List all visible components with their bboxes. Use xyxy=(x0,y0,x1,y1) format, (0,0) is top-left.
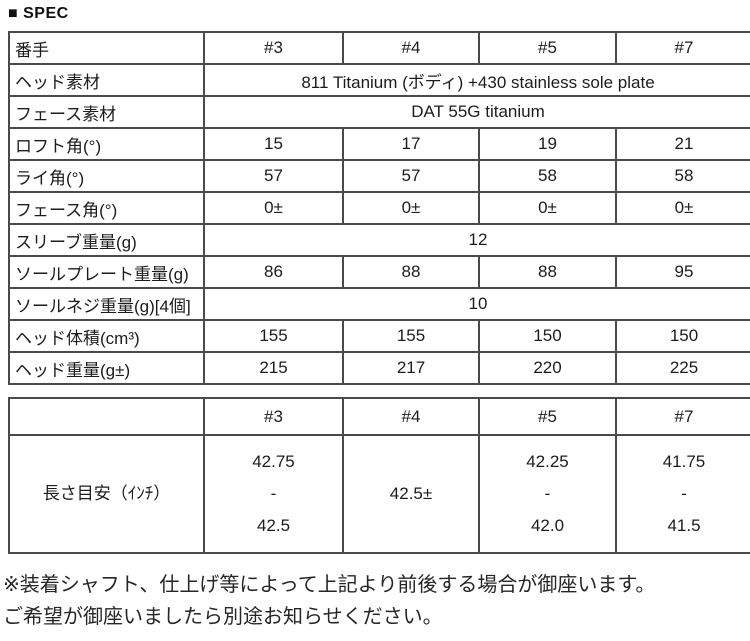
length-line: - xyxy=(270,484,277,503)
spec-value-cell: DAT 55G titanium xyxy=(203,95,750,129)
spec-value-cell: 155 xyxy=(342,319,480,353)
spec-row-label: ソールネジ重量(g)[4個] xyxy=(8,287,205,321)
spec-row-label: ソールプレート重量(g) xyxy=(8,255,205,289)
spec-row-face-material: フェース素材 DAT 55G titanium xyxy=(8,95,750,129)
length-line: 42.25 xyxy=(526,452,569,471)
length-value-cell: 42.75 - 42.5 xyxy=(203,434,344,554)
spec-value-cell: 215 xyxy=(203,351,344,385)
spec-value-cell: 0± xyxy=(615,191,750,225)
spec-row-label: フェース素材 xyxy=(8,95,205,129)
spec-value-cell: 58 xyxy=(615,159,750,193)
spec-row-sole-plate-weight: ソールプレート重量(g) 86 88 88 95 xyxy=(8,255,750,289)
spec-row-head-weight: ヘッド重量(g±) 215 217 220 225 xyxy=(8,351,750,385)
spec-row-label: ヘッド素材 xyxy=(8,63,205,97)
spec-value-cell: 225 xyxy=(615,351,750,385)
spec-value-cell: #4 xyxy=(342,31,480,65)
spec-value-cell: 19 xyxy=(478,127,617,161)
length-line: - xyxy=(544,484,551,503)
spec-row-label: ライ角(°) xyxy=(8,159,205,193)
spec-row-label: スリーブ重量(g) xyxy=(8,223,205,257)
length-line: 41.75 xyxy=(662,452,706,471)
spec-row-label: フェース角(°) xyxy=(8,191,205,225)
length-table: #3 #4 #5 #7 長さ目安（ｲﾝﾁ） 42.75 - 42.5 42.5± xyxy=(8,397,750,554)
spec-value-cell: #7 xyxy=(615,31,750,65)
spec-value-cell: 12 xyxy=(203,223,750,257)
spec-value-cell: 155 xyxy=(203,319,344,353)
length-line: - xyxy=(681,484,687,503)
length-line: 42.5 xyxy=(256,516,291,535)
spec-value-cell: 0± xyxy=(342,191,480,225)
spec-row-label: ヘッド重量(g±) xyxy=(8,351,205,385)
length-line: 42.0 xyxy=(530,516,565,535)
length-header-cell: #7 xyxy=(615,397,750,436)
spec-row-head-material: ヘッド素材 811 Titanium (ボディ) +430 stainless … xyxy=(8,63,750,97)
length-header-cell: #3 xyxy=(203,397,344,436)
length-row-label: 長さ目安（ｲﾝﾁ） xyxy=(8,434,205,554)
spec-row-head-volume: ヘッド体積(cm³) 155 155 150 150 xyxy=(8,319,750,353)
spec-value-cell: 811 Titanium (ボディ) +430 stainless sole p… xyxy=(203,63,750,97)
footer-notes: ※装着シャフト、仕上げ等によって上記より前後する場合が御座います。 ご希望が御座… xyxy=(3,569,750,633)
length-line: 42.75 xyxy=(252,452,295,471)
length-value-cell: 41.75 - 41.5 xyxy=(615,434,750,554)
spec-value-cell: 21 xyxy=(615,127,750,161)
length-header-row: #3 #4 #5 #7 xyxy=(8,397,750,436)
spec-value-cell: 95 xyxy=(615,255,750,289)
spec-value-cell: 17 xyxy=(342,127,480,161)
spec-value-cell: 220 xyxy=(478,351,617,385)
spec-value-cell: #5 xyxy=(478,31,617,65)
spec-heading: ■ SPEC xyxy=(8,5,69,22)
spec-row-lie-angle: ライ角(°) 57 57 58 58 xyxy=(8,159,750,193)
spec-value-cell: #3 xyxy=(203,31,344,65)
spec-row-label: ヘッド体積(cm³) xyxy=(8,319,205,353)
spec-table: 番手 #3 #4 #5 #7 ヘッド素材 811 Titanium (ボディ) … xyxy=(8,31,750,385)
spec-value-cell: 57 xyxy=(342,159,480,193)
length-value-cell: 42.25 - 42.0 xyxy=(478,434,617,554)
spec-row-club-number: 番手 #3 #4 #5 #7 xyxy=(8,31,750,65)
spec-value-cell: 217 xyxy=(342,351,480,385)
spec-row-sole-screw-weight: ソールネジ重量(g)[4個] 10 xyxy=(8,287,750,321)
spec-value-cell: 0± xyxy=(478,191,617,225)
length-row: 長さ目安（ｲﾝﾁ） 42.75 - 42.5 42.5± 42.25 - 42.… xyxy=(8,434,750,554)
spec-row-loft-angle: ロフト角(°) 15 17 19 21 xyxy=(8,127,750,161)
spec-value-cell: 58 xyxy=(478,159,617,193)
spec-value-cell: 57 xyxy=(203,159,344,193)
spec-value-cell: 88 xyxy=(478,255,617,289)
spec-row-label: ロフト角(°) xyxy=(8,127,205,161)
spec-value-cell: 150 xyxy=(478,319,617,353)
spec-row-sleeve-weight: スリーブ重量(g) 12 xyxy=(8,223,750,257)
spec-value-cell: 10 xyxy=(203,287,750,321)
length-header-cell: #4 xyxy=(342,397,480,436)
footer-note-line1: ※装着シャフト、仕上げ等によって上記より前後する場合が御座います。 xyxy=(3,574,656,596)
footer-note-line2: ご希望が御座いましたら別途お知らせください。 xyxy=(3,606,443,628)
spec-value-cell: 88 xyxy=(342,255,480,289)
spec-value-cell: 150 xyxy=(615,319,750,353)
spec-value-cell: 86 xyxy=(203,255,344,289)
length-line: 41.5 xyxy=(667,516,701,535)
spec-row-face-angle: フェース角(°) 0± 0± 0± 0± xyxy=(8,191,750,225)
spec-row-label: 番手 xyxy=(8,31,205,65)
length-line: 42.5± xyxy=(389,484,433,503)
spec-value-cell: 0± xyxy=(203,191,344,225)
length-header-cell: #5 xyxy=(478,397,617,436)
length-value-cell: 42.5± xyxy=(342,434,480,554)
spec-value-cell: 15 xyxy=(203,127,344,161)
length-header-empty-cell xyxy=(8,397,205,436)
